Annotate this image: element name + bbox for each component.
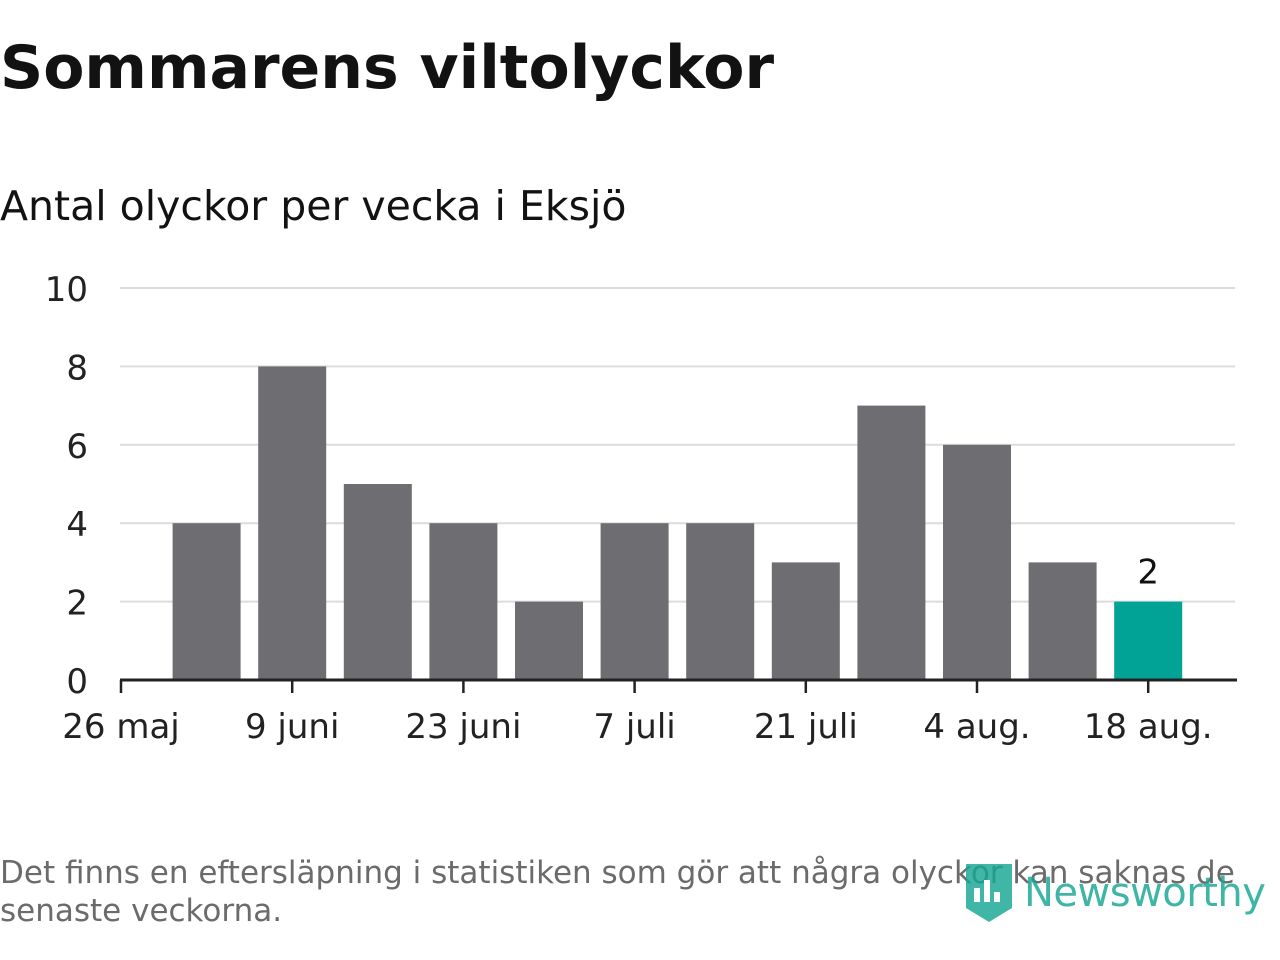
newsworthy-logo-icon bbox=[966, 864, 1012, 922]
chart-title: Sommarens viltolyckor bbox=[0, 33, 775, 103]
brand-name: Newsworthy bbox=[1024, 870, 1266, 916]
brand-logo: Newsworthy bbox=[964, 862, 1266, 924]
y-tick-label: 8 bbox=[66, 348, 88, 388]
bar-chart: 0 2 4 6 8 10 26 maj 9 juni 23 juni 7 juli 21 juli… bbox=[45, 270, 1237, 747]
x-tick-label: 4 aug. bbox=[923, 707, 1030, 747]
bar-9 bbox=[857, 405, 926, 680]
x-tick-label: 21 juli bbox=[754, 707, 858, 747]
bar-7 bbox=[686, 523, 755, 680]
bars bbox=[172, 366, 1183, 680]
y-tick-label: 2 bbox=[66, 584, 88, 624]
x-tick-label: 23 juni bbox=[405, 707, 521, 747]
bar-4 bbox=[429, 523, 498, 680]
bar-2 bbox=[258, 366, 327, 680]
bar-11 bbox=[1028, 562, 1097, 680]
bar-8 bbox=[771, 562, 840, 680]
y-tick-label: 6 bbox=[66, 427, 88, 467]
bar-1 bbox=[172, 523, 241, 680]
bar-12 bbox=[1114, 601, 1183, 680]
y-tick-label: 4 bbox=[66, 505, 88, 545]
x-axis-ticks: 26 maj 9 juni 23 juni 7 juli 21 juli 4 aug. 18… bbox=[62, 680, 1213, 747]
x-tick-label: 26 maj bbox=[62, 707, 179, 747]
data-labels: 2 bbox=[1137, 553, 1159, 593]
footnote: Det finns en eftersläpning i statistiken… bbox=[0, 855, 1235, 929]
x-tick-label: 7 juli bbox=[593, 707, 675, 747]
y-tick-label: 0 bbox=[66, 662, 88, 702]
x-tick-label: 18 aug. bbox=[1084, 707, 1213, 747]
bar-10 bbox=[943, 444, 1011, 680]
bar-6 bbox=[600, 523, 669, 680]
y-tick-label: 10 bbox=[45, 270, 88, 310]
x-tick-label: 9 juni bbox=[245, 707, 339, 747]
bar-5 bbox=[515, 601, 583, 680]
bar-3 bbox=[343, 484, 412, 680]
chart-subtitle: Antal olyckor per vecka i Eksjö bbox=[0, 182, 627, 230]
data-label: 2 bbox=[1137, 553, 1159, 593]
y-axis-ticks: 0 2 4 6 8 10 bbox=[45, 270, 88, 702]
